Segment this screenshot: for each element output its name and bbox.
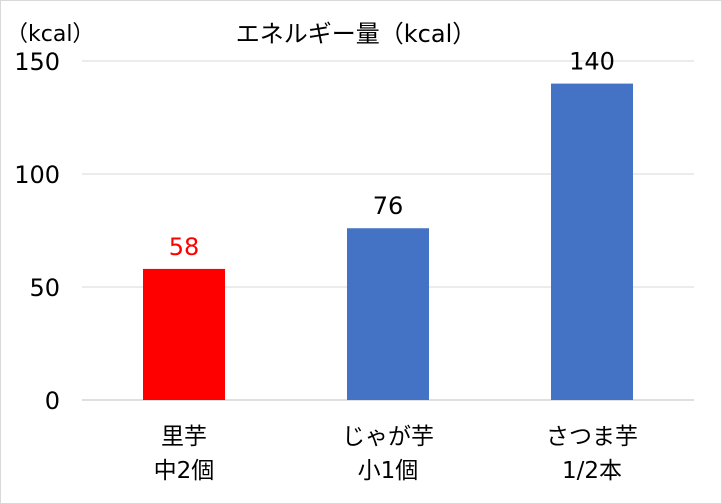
y-tick-label: 150 [14, 48, 60, 76]
data-label: 140 [569, 48, 615, 76]
x-tick-label: じゃが芋 [342, 424, 434, 450]
bar [551, 83, 633, 400]
x-tick-label-sub: 中2個 [154, 458, 215, 484]
y-axis-label: （kcal） [6, 22, 94, 47]
bar [347, 228, 429, 400]
data-label: 76 [373, 192, 404, 220]
y-tick-label: 0 [45, 387, 60, 415]
x-tick-label: 里芋 [161, 424, 207, 450]
x-tick-label-sub: 1/2本 [562, 458, 622, 484]
y-tick-label: 50 [29, 274, 60, 302]
data-label: 58 [169, 233, 200, 261]
x-tick-label-sub: 小1個 [358, 458, 419, 484]
x-tick-label: さつま芋 [546, 424, 638, 450]
chart-title: エネルギー量（kcal） [236, 20, 476, 48]
bar [143, 268, 225, 400]
y-tick-label: 100 [14, 161, 60, 189]
